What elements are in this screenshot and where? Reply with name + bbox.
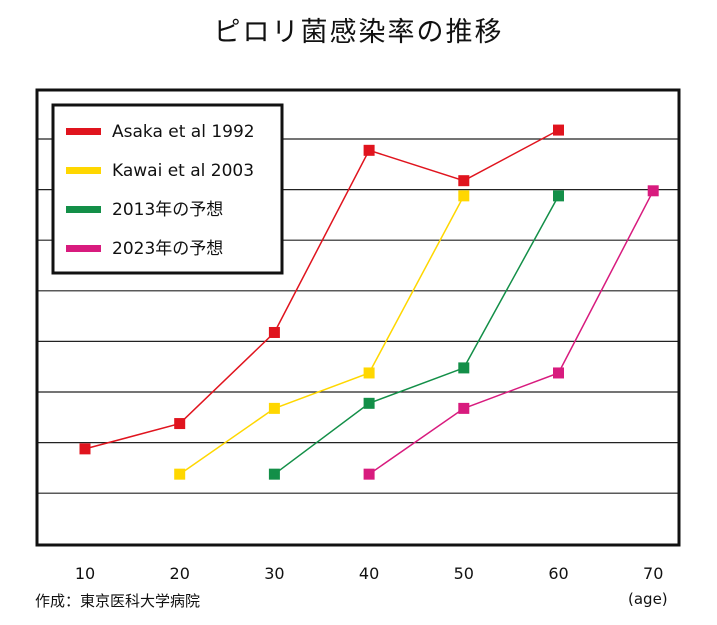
source-credit: 作成：東京医科大学病院 — [35, 592, 201, 610]
series-4 — [363, 185, 659, 480]
data-point — [458, 190, 470, 202]
data-point — [553, 190, 564, 202]
legend-label: 2013年の予想 — [112, 200, 223, 220]
x-axis-ticks: 10 20 30 40 50 60 70 — [75, 564, 664, 583]
series-1 — [79, 124, 564, 455]
data-point — [268, 468, 280, 480]
data-point — [363, 468, 375, 480]
data-point — [174, 418, 186, 430]
series-line — [179, 195, 465, 475]
plot-frame — [35, 88, 681, 547]
data-point — [363, 144, 375, 156]
legend-swatch — [66, 128, 101, 135]
series-line — [84, 129, 559, 450]
legend-label: 2023年の予想 — [112, 239, 223, 259]
data-point — [458, 362, 470, 374]
data-point — [553, 124, 564, 136]
legend-label: Kawai et al 2003 — [112, 161, 254, 181]
chart-title: ピロリ菌感染率の推移 — [213, 17, 504, 48]
x-tick-label: 30 — [264, 564, 284, 583]
x-tick-label: 60 — [548, 564, 568, 583]
series-3 — [268, 190, 564, 480]
legend-swatch — [66, 206, 101, 213]
x-tick-label: 20 — [170, 564, 190, 583]
series-line — [368, 190, 654, 475]
series-line — [273, 195, 560, 475]
x-axis-unit: (age) — [628, 590, 668, 608]
x-tick-label: 10 — [75, 564, 95, 583]
series-layer — [79, 124, 659, 480]
data-point — [553, 367, 564, 379]
data-point — [79, 443, 91, 455]
data-point — [268, 402, 280, 414]
x-tick-label: 70 — [643, 564, 663, 583]
data-point — [647, 185, 659, 197]
legend-swatch — [66, 245, 101, 252]
data-point — [363, 367, 375, 379]
data-point — [458, 175, 470, 187]
legend: Asaka et al 1992 Kawai et al 2003 2013年の予想… — [51, 103, 284, 275]
x-tick-label: 40 — [359, 564, 379, 583]
data-point — [268, 326, 280, 338]
data-point — [458, 402, 470, 414]
series-2 — [174, 190, 470, 480]
legend-label: Asaka et al 1992 — [112, 122, 255, 142]
legend-swatch — [66, 167, 101, 174]
x-tick-label: 50 — [454, 564, 474, 583]
data-point — [174, 468, 186, 480]
data-point — [363, 397, 375, 409]
